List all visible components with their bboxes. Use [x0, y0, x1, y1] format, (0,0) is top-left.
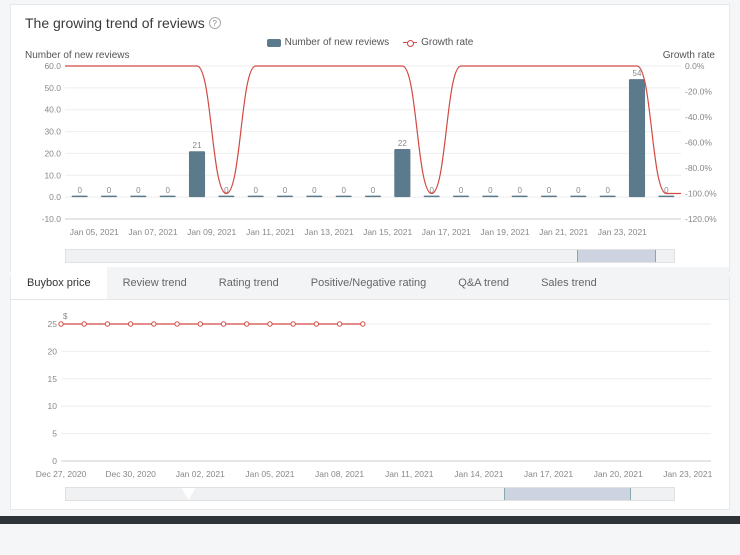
svg-text:Jan 07, 2021: Jan 07, 2021 — [128, 227, 177, 237]
bar-swatch — [267, 39, 281, 47]
svg-text:Dec 30, 2020: Dec 30, 2020 — [105, 469, 156, 479]
svg-text:0: 0 — [488, 186, 493, 195]
chart-legend: Number of new reviews Growth rate — [25, 37, 715, 48]
svg-text:0: 0 — [459, 186, 464, 195]
svg-text:10.0: 10.0 — [44, 170, 61, 180]
legend-line[interactable]: Growth rate — [403, 37, 473, 48]
buybox-chart: 0 5 10 15 20 25 $ Dec 27, 2020 Dec 30, 2020 Jan 0… — [25, 310, 715, 501]
buybox-svg[interactable]: 0 5 10 15 20 25 $ Dec 27, 2020 Dec 30, 2020 Jan 0… — [25, 310, 725, 485]
svg-text:0: 0 — [341, 186, 346, 195]
reviews-trend-panel: The growing trend of reviews ? Number of… — [10, 4, 730, 272]
svg-text:-100.0%: -100.0% — [685, 189, 717, 199]
svg-text:0: 0 — [253, 186, 258, 195]
svg-text:-20.0%: -20.0% — [685, 87, 712, 97]
footer-bar — [0, 516, 740, 524]
svg-text:0: 0 — [283, 186, 288, 195]
svg-text:Jan 11, 2021: Jan 11, 2021 — [385, 469, 434, 479]
svg-text:Jan 20, 2021: Jan 20, 2021 — [594, 469, 643, 479]
info-icon[interactable]: ? — [209, 17, 221, 29]
svg-text:0: 0 — [605, 186, 610, 195]
tab-review-trend[interactable]: Review trend — [107, 267, 203, 299]
svg-text:Jan 21, 2021: Jan 21, 2021 — [539, 227, 588, 237]
svg-text:Jan 13, 2021: Jan 13, 2021 — [304, 227, 353, 237]
svg-text:20.0: 20.0 — [44, 148, 61, 158]
tab-bar: Buybox priceReview trendRating trendPosi… — [11, 267, 729, 300]
svg-text:Jan 17, 2021: Jan 17, 2021 — [524, 469, 573, 479]
tab-sales-trend[interactable]: Sales trend — [525, 267, 613, 299]
svg-text:0: 0 — [576, 186, 581, 195]
svg-text:50.0: 50.0 — [44, 83, 61, 93]
tab-q-a-trend[interactable]: Q&A trend — [442, 267, 525, 299]
svg-text:0: 0 — [371, 186, 376, 195]
tab-rating-trend[interactable]: Rating trend — [203, 267, 295, 299]
svg-text:Jan 09, 2021: Jan 09, 2021 — [187, 227, 236, 237]
svg-text:40.0: 40.0 — [44, 105, 61, 115]
svg-text:Jan 05, 2021: Jan 05, 2021 — [245, 469, 294, 479]
scrubber-selection[interactable] — [577, 250, 656, 262]
svg-text:Dec 27, 2020: Dec 27, 2020 — [36, 469, 87, 479]
svg-text:25: 25 — [48, 319, 58, 329]
tab-positive-negative-rating[interactable]: Positive/Negative rating — [295, 267, 443, 299]
svg-text:10: 10 — [48, 401, 58, 411]
legend-line-label: Growth rate — [421, 37, 473, 48]
svg-text:Jan 23, 2021: Jan 23, 2021 — [663, 469, 712, 479]
svg-text:Jan 19, 2021: Jan 19, 2021 — [480, 227, 529, 237]
svg-text:30.0: 30.0 — [44, 127, 61, 137]
svg-text:0: 0 — [52, 456, 57, 466]
svg-text:0.0%: 0.0% — [685, 61, 705, 71]
buybox-scrubber[interactable] — [65, 487, 675, 501]
reviews-chart: Number of new reviews Growth rate -10.0 0… — [25, 52, 715, 263]
svg-text:0: 0 — [312, 186, 317, 195]
svg-text:Jan 11, 2021: Jan 11, 2021 — [246, 227, 295, 237]
legend-bars[interactable]: Number of new reviews — [267, 37, 389, 48]
scrubber-notch — [182, 488, 196, 500]
line-swatch — [403, 42, 417, 43]
svg-text:-40.0%: -40.0% — [685, 112, 712, 122]
svg-text:21: 21 — [193, 141, 202, 150]
svg-text:5: 5 — [52, 429, 57, 439]
svg-text:20: 20 — [48, 346, 58, 356]
svg-text:22: 22 — [398, 139, 407, 148]
svg-text:0.0: 0.0 — [49, 192, 61, 202]
reviews-scrubber[interactable] — [65, 249, 675, 263]
reviews-svg[interactable]: -10.0 0.0 10.0 20.0 30.0 40.0 50.0 60.0 -120.0% -… — [25, 52, 725, 247]
svg-text:-60.0%: -60.0% — [685, 138, 712, 148]
svg-text:15: 15 — [48, 374, 58, 384]
svg-text:$: $ — [63, 312, 68, 321]
svg-text:Jan 23, 2021: Jan 23, 2021 — [598, 227, 647, 237]
scrubber-selection[interactable] — [504, 488, 632, 500]
buybox-panel: Buybox priceReview trendRating trendPosi… — [10, 276, 730, 510]
panel-title: The growing trend of reviews ? — [25, 15, 715, 31]
svg-text:54: 54 — [633, 69, 642, 78]
svg-text:Jan 14, 2021: Jan 14, 2021 — [454, 469, 503, 479]
svg-text:0: 0 — [547, 186, 552, 195]
svg-text:Jan 15, 2021: Jan 15, 2021 — [363, 227, 412, 237]
svg-text:0: 0 — [517, 186, 522, 195]
y-left-title: Number of new reviews — [25, 50, 129, 61]
svg-text:60.0: 60.0 — [44, 61, 61, 71]
svg-text:Jan 17, 2021: Jan 17, 2021 — [422, 227, 471, 237]
svg-text:Jan 02, 2021: Jan 02, 2021 — [176, 469, 225, 479]
svg-text:0: 0 — [136, 186, 141, 195]
svg-text:0: 0 — [77, 186, 82, 195]
y-right-title: Growth rate — [663, 50, 715, 61]
svg-text:Jan 05, 2021: Jan 05, 2021 — [70, 227, 119, 237]
svg-text:-120.0%: -120.0% — [685, 214, 717, 224]
title-text: The growing trend of reviews — [25, 15, 205, 31]
svg-text:-10.0: -10.0 — [42, 214, 62, 224]
svg-text:-80.0%: -80.0% — [685, 163, 712, 173]
svg-text:0: 0 — [107, 186, 112, 195]
tab-buybox-price[interactable]: Buybox price — [11, 267, 107, 299]
legend-bars-label: Number of new reviews — [285, 37, 389, 48]
svg-text:0: 0 — [165, 186, 170, 195]
svg-text:Jan 08, 2021: Jan 08, 2021 — [315, 469, 364, 479]
